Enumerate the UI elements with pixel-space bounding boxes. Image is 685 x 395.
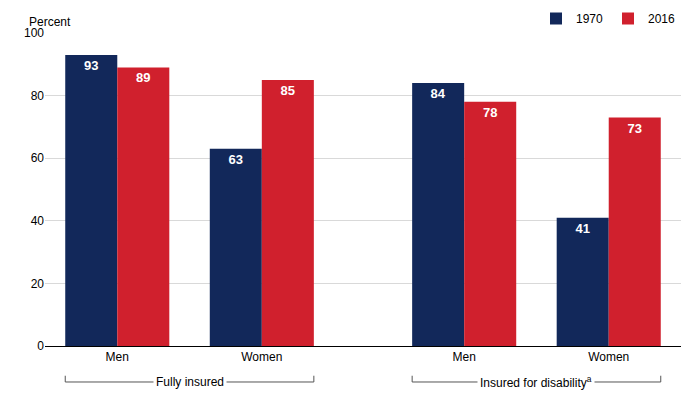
svg-text:Women: Women xyxy=(241,350,282,364)
svg-text:63: 63 xyxy=(229,152,243,167)
svg-text:41: 41 xyxy=(575,221,589,236)
svg-text:Fully insured: Fully insured xyxy=(156,375,224,389)
svg-text:1970: 1970 xyxy=(576,12,603,26)
svg-text:Women: Women xyxy=(588,350,629,364)
svg-text:60: 60 xyxy=(31,151,45,165)
svg-text:20: 20 xyxy=(31,277,45,291)
svg-text:0: 0 xyxy=(37,339,44,353)
svg-text:73: 73 xyxy=(628,121,642,136)
svg-text:100: 100 xyxy=(24,26,44,40)
svg-text:Men: Men xyxy=(106,350,129,364)
svg-text:80: 80 xyxy=(31,89,45,103)
svg-text:2016: 2016 xyxy=(648,12,675,26)
svg-text:Men: Men xyxy=(453,350,476,364)
svg-text:Insured for disability​a​: Insured for disability​a​ xyxy=(480,374,592,390)
svg-text:Percent: Percent xyxy=(29,15,71,29)
svg-text:93: 93 xyxy=(84,58,98,73)
svg-text:85: 85 xyxy=(281,83,295,98)
svg-text:40: 40 xyxy=(31,214,45,228)
svg-text:89: 89 xyxy=(136,70,150,85)
svg-text:78: 78 xyxy=(483,105,497,120)
svg-text:84: 84 xyxy=(431,86,446,101)
